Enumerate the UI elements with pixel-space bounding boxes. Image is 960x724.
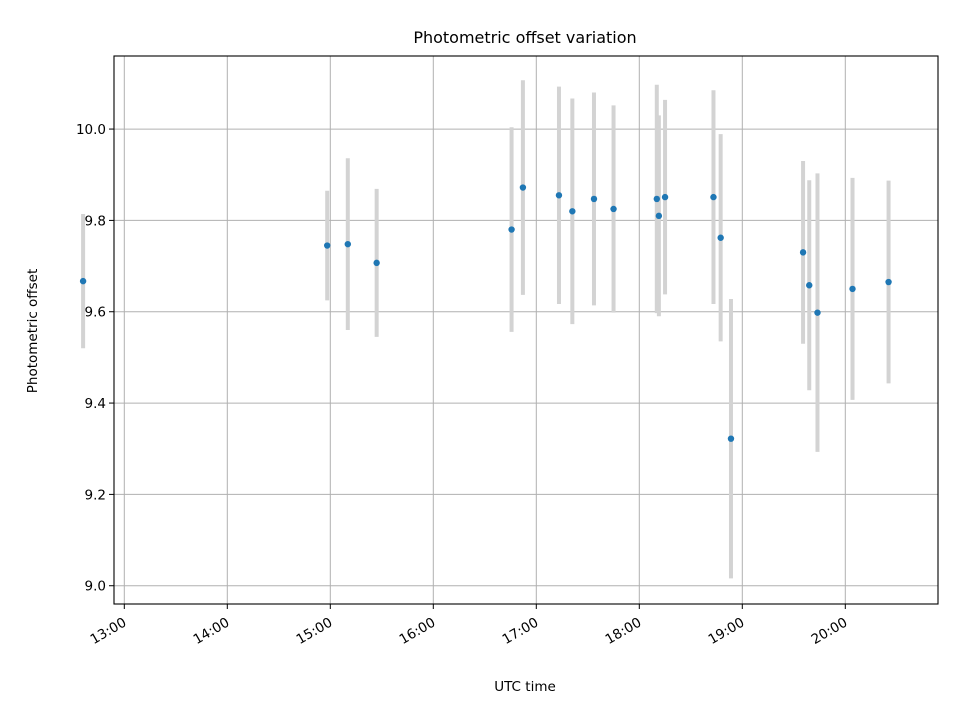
point-layer	[79, 184, 892, 442]
data-point	[610, 205, 617, 213]
y-tick-label: 9.2	[85, 487, 106, 503]
data-point	[806, 282, 813, 289]
data-point	[79, 277, 87, 285]
y-tick-label: 9.6	[85, 305, 106, 321]
data-point	[710, 193, 717, 201]
y-tick-label: 10.0	[76, 122, 106, 138]
x-axis-label: UTC time	[494, 679, 556, 695]
data-point	[727, 435, 735, 442]
data-point	[373, 259, 380, 267]
data-point	[655, 212, 663, 220]
data-point	[519, 184, 527, 191]
y-tick-label: 9.8	[85, 213, 106, 229]
data-point	[885, 278, 892, 286]
data-point	[849, 285, 856, 293]
data-point	[569, 208, 576, 215]
data-point	[799, 249, 807, 256]
data-point	[814, 309, 821, 316]
data-point	[653, 195, 661, 203]
plot-area-background	[114, 56, 938, 604]
data-point	[344, 240, 352, 248]
chart-title: Photometric offset variation	[413, 28, 636, 47]
y-tick-label: 9.0	[85, 579, 106, 595]
data-point	[555, 192, 563, 199]
data-point	[661, 193, 669, 201]
y-axis-label: Photometric offset	[25, 269, 41, 393]
data-point	[717, 234, 724, 241]
y-tick-label: 9.4	[85, 396, 106, 412]
data-point	[590, 195, 598, 203]
plot-frame	[113, 55, 939, 605]
data-point	[324, 242, 331, 249]
y-axis-ticks: 9.0 9.2 9.4 9.6 9.8 10.0	[76, 122, 114, 595]
grid-layer	[114, 56, 938, 604]
data-point	[508, 226, 515, 233]
